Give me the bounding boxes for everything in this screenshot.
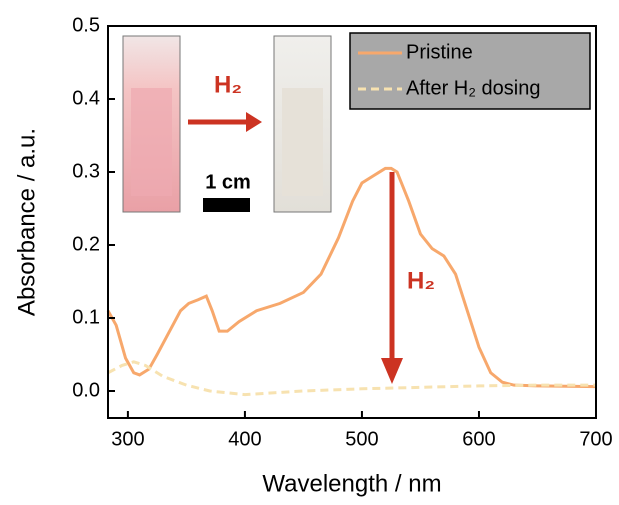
legend-box (349, 32, 591, 110)
y-tick-label: 0.1 (72, 306, 100, 328)
arrow-head (246, 112, 262, 132)
arrow-head (381, 358, 403, 384)
data-line (107, 360, 596, 397)
x-tick-label: 500 (345, 428, 378, 450)
x-tick-label: 600 (462, 428, 495, 450)
cuvette-liquid (131, 88, 172, 196)
x-tick-label: 700 (579, 428, 612, 450)
annotation: 1 cm (205, 171, 251, 193)
y-tick-label: 0.3 (72, 160, 100, 182)
data-line (106, 166, 597, 389)
scale-bar (203, 198, 250, 212)
x-tick-label: 400 (228, 428, 261, 450)
y-tick-label: 0.2 (72, 233, 100, 255)
legend-label: Pristine (406, 41, 473, 63)
annotation: H₂ (407, 267, 435, 294)
plot-frame (107, 25, 597, 419)
cuvette-liquid (282, 88, 323, 196)
x-axis-label: Wavelength / nm (262, 470, 441, 497)
y-tick-label: 0.5 (72, 14, 100, 36)
legend-label: After H₂ dosing (406, 77, 541, 99)
y-axis-label: Absorbance / a.u. (13, 128, 40, 316)
y-tick-label: 0.4 (72, 87, 100, 109)
annotation: H₂ (214, 71, 242, 98)
y-tick-label: 0.0 (72, 379, 100, 401)
x-tick-label: 300 (111, 428, 144, 450)
